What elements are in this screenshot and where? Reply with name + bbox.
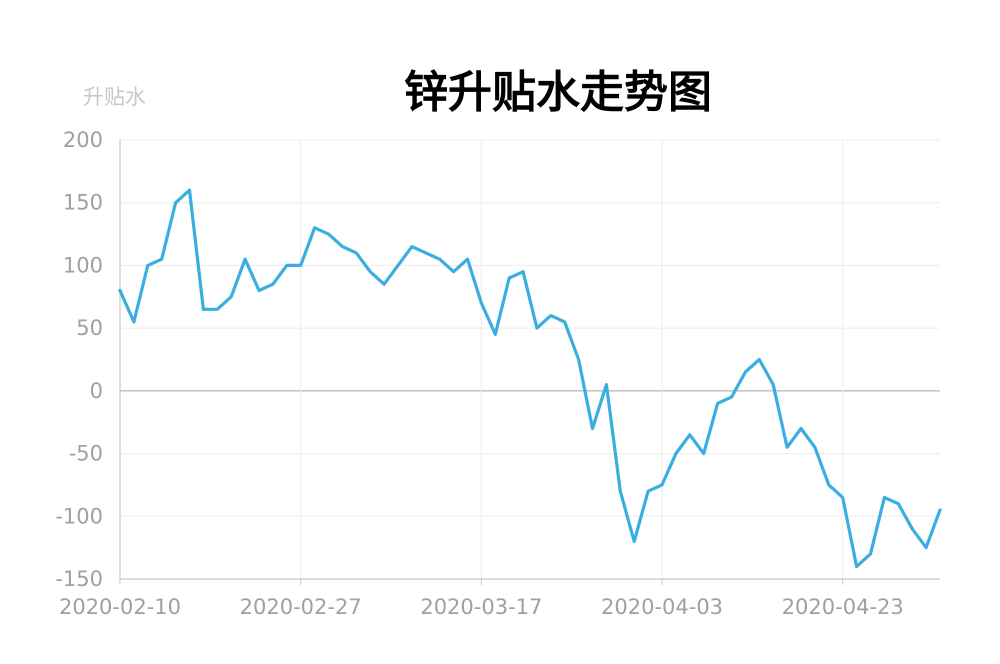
y-tick-label: 200 (63, 128, 103, 152)
axis-layer: 200 150 100 50 0 -50 -100 -150 2020-02-10 2020-02… (55, 128, 940, 619)
y-tick-label: -150 (55, 567, 103, 591)
series-line (118, 188, 942, 569)
y-tick-label: 100 (63, 253, 103, 277)
x-tick-label: 2020-02-10 (59, 595, 181, 619)
x-tick-label: 2020-03-17 (420, 595, 542, 619)
y-axis-label: 升贴水 (83, 85, 146, 109)
grid-layer (120, 139, 940, 580)
y-tick-label: 0 (90, 379, 103, 403)
y-tick-label: -100 (55, 504, 103, 528)
x-tick-label: 2020-04-03 (601, 595, 723, 619)
y-tick-label: 150 (63, 191, 103, 215)
series-layer (118, 188, 942, 569)
label-layer: 锌升贴水走势图 升贴水 (83, 67, 712, 118)
y-tick-label: 50 (76, 316, 103, 340)
x-tick-label: 2020-02-27 (240, 595, 362, 619)
x-tick-label: 2020-04-23 (782, 595, 904, 619)
chart-title: 锌升贴水走势图 (404, 67, 712, 118)
y-tick-label: -50 (69, 442, 103, 466)
